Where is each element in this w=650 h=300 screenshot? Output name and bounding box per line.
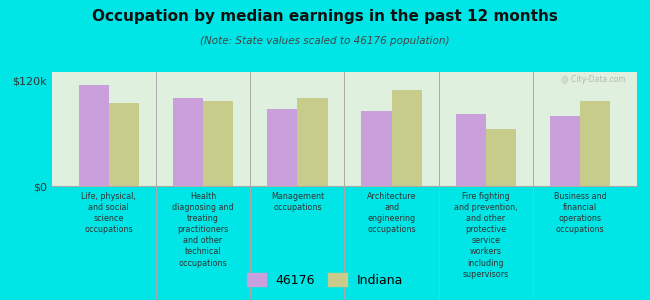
Text: Fire fighting
and prevention,
and other
protective
service
workers
including
sup: Fire fighting and prevention, and other …: [454, 192, 517, 279]
Bar: [173, 98, 203, 186]
Text: Business and
financial
operations
occupations: Business and financial operations occupa…: [554, 192, 606, 234]
Bar: [267, 109, 297, 186]
Bar: [550, 116, 580, 186]
Bar: [361, 112, 392, 186]
Text: @ City-Data.com: @ City-Data.com: [560, 75, 625, 84]
Text: Management
occupations: Management occupations: [271, 192, 324, 212]
Text: Health
diagnosing and
treating
practitioners
and other
technical
occupations: Health diagnosing and treating practitio…: [172, 192, 234, 268]
Text: (Note: State values scaled to 46176 population): (Note: State values scaled to 46176 popu…: [200, 36, 450, 46]
Bar: [456, 114, 486, 186]
Bar: [203, 101, 233, 186]
Text: Life, physical,
and social
science
occupations: Life, physical, and social science occup…: [81, 192, 136, 234]
Bar: [79, 85, 109, 186]
Text: Architecture
and
engineering
occupations: Architecture and engineering occupations: [367, 192, 417, 234]
Bar: [580, 101, 610, 186]
Text: Occupation by median earnings in the past 12 months: Occupation by median earnings in the pas…: [92, 9, 558, 24]
Bar: [297, 98, 328, 186]
Legend: 46176, Indiana: 46176, Indiana: [243, 270, 407, 291]
Bar: [109, 103, 139, 186]
Bar: [486, 129, 516, 186]
Bar: [392, 89, 422, 186]
